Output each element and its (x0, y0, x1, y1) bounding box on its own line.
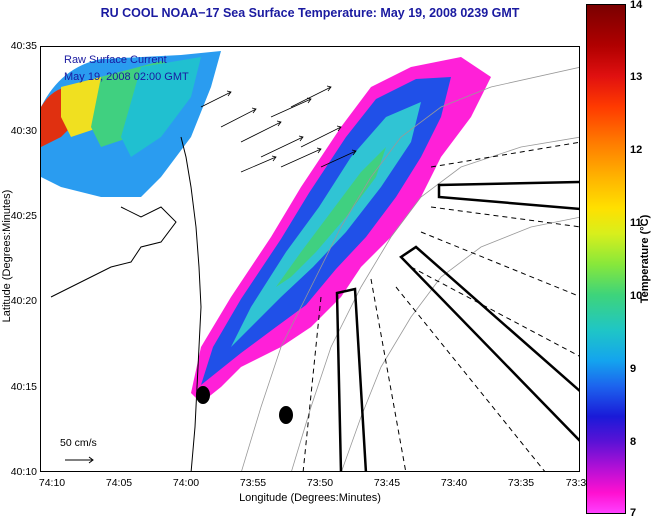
colorbar-label: Temperature (°C) (639, 214, 651, 304)
coastline-bay (50, 206, 177, 298)
x-tick-label: 73:55 (239, 477, 267, 489)
x-tick-label: 73:3 (565, 477, 587, 489)
x-tick-label: 73:45 (373, 477, 401, 489)
colorbar-tick: 14 (630, 0, 643, 11)
x-tick-label: 73:50 (306, 477, 334, 489)
sst-map (41, 51, 579, 471)
y-tick-label: 40:35 (10, 40, 37, 52)
y-tick-label: 40:10 (10, 466, 37, 478)
radar-footprint-lines (302, 141, 579, 471)
current-legend-title: Raw Surface Current (64, 54, 167, 66)
coastline (180, 136, 202, 471)
colorbar-tick: 7 (630, 507, 637, 519)
x-tick-label: 73:35 (507, 477, 535, 489)
x-tick-label: 74:05 (105, 477, 133, 489)
x-tick-label: 74:10 (38, 477, 66, 489)
map-title: RU COOL NOAA−17 Sea Surface Temperature:… (100, 6, 520, 20)
x-tick-label: 73:40 (440, 477, 468, 489)
sst-cyan-band (121, 57, 201, 157)
y-axis-label: Latitude (Degrees:Minutes) (1, 189, 13, 323)
x-axis-label: Longitude (Degrees:Minutes) (239, 492, 381, 504)
surface-current-vectors (200, 85, 357, 173)
map-area[interactable] (40, 46, 580, 472)
y-tick-label: 40:15 (10, 381, 37, 393)
y-tick-label: 40:20 (10, 295, 37, 307)
radar-site-marker (279, 406, 293, 424)
current-legend-time: May 19, 2008 02:00 GMT (64, 71, 189, 83)
radar-site-marker (196, 386, 210, 404)
scale-label: 50 cm/s (60, 437, 97, 449)
y-tick-label: 40:30 (10, 125, 37, 137)
colorbar-tick: 10 (630, 290, 643, 302)
y-tick-label: 40:25 (10, 210, 37, 222)
temperature-colorbar (586, 4, 626, 514)
colorbar-tick: 13 (630, 71, 643, 83)
scale-arrow (65, 456, 94, 464)
colorbar-tick: 9 (630, 363, 637, 375)
colorbar-tick: 12 (630, 144, 643, 156)
bathymetry-contour (241, 67, 579, 471)
bathymetry-contour (341, 216, 579, 471)
bathymetry-contour (291, 136, 579, 471)
colorbar-tick: 11 (630, 217, 642, 229)
sst-plume-green (276, 147, 386, 287)
x-tick-label: 74:00 (172, 477, 200, 489)
colorbar-tick: 8 (630, 436, 637, 448)
